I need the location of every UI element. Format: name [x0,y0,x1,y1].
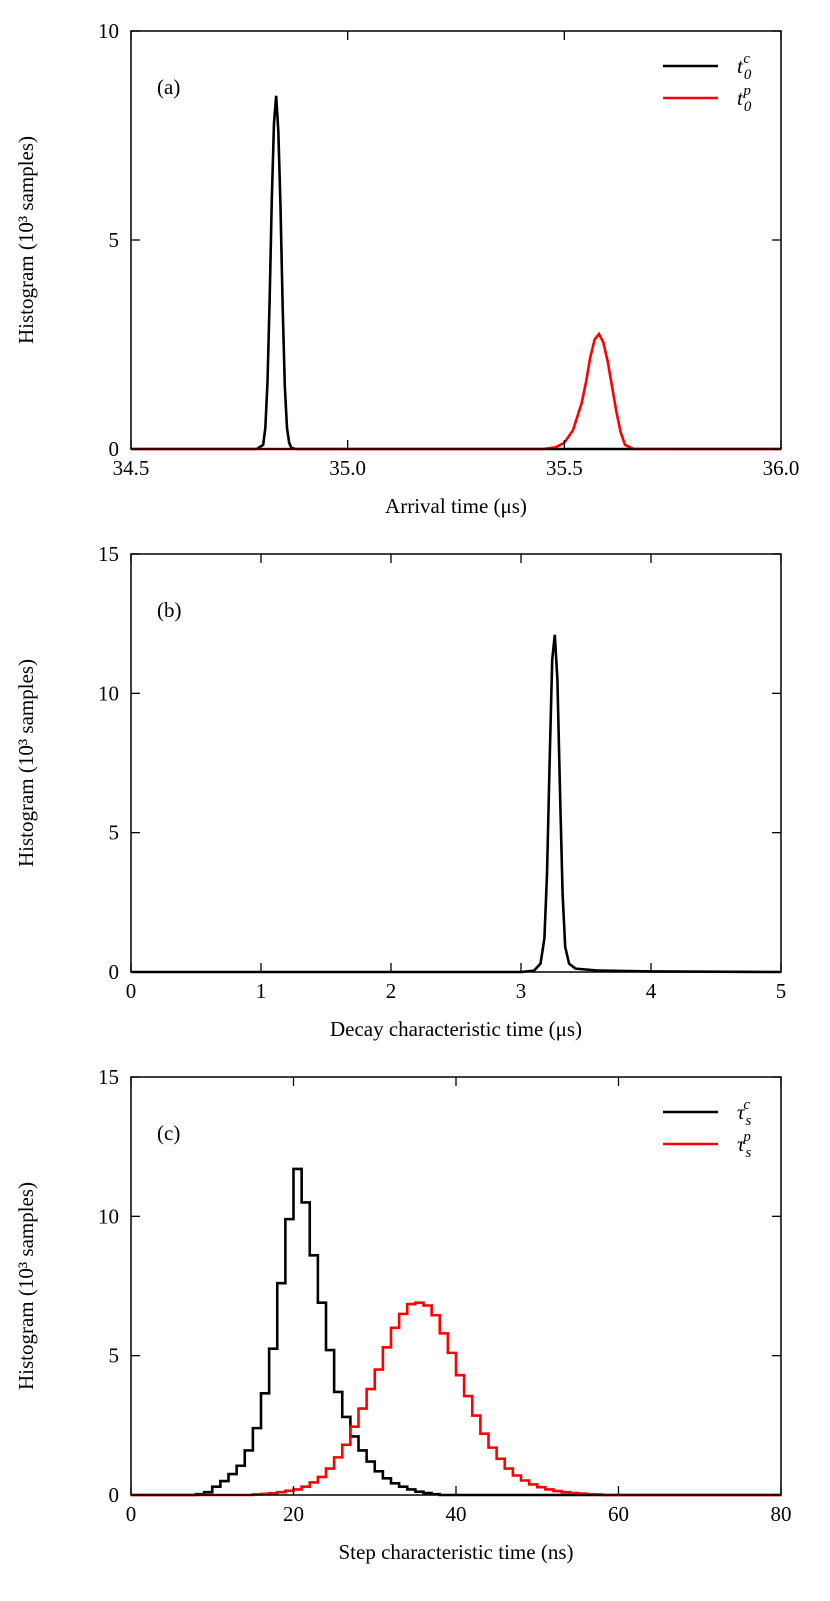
legend-label-taup: τsp [737,1129,752,1161]
x-tick-label: 80 [771,1502,792,1526]
y-tick-label: 5 [109,821,120,845]
panel-label: (a) [157,75,180,99]
y-tick-label: 10 [98,1204,119,1228]
x-tick-label: 4 [646,979,657,1003]
x-tick-label: 3 [516,979,527,1003]
x-axis-label: Arrival time (μs) [385,494,527,518]
x-tick-label: 0 [126,979,137,1003]
y-tick-label: 10 [98,19,119,43]
series-t0c [131,95,781,451]
x-tick-label: 5 [776,979,787,1003]
y-axis-label: Histogram (10³ samples) [14,659,38,867]
panel-b: 0 1 2 3 4 5 0 5 10 15 Decay characteristic time (μ… [14,542,786,1041]
panel-a: 34.5 35.0 35.5 36.0 0 5 10 Arrival time (μs) His… [14,19,799,518]
x-tick-label: 35.0 [329,456,366,480]
y-tick-label: 0 [109,437,120,461]
y-axis-label: Histogram (10³ samples) [14,1182,38,1390]
series-taup [131,1301,781,1497]
legend-label-t0p: t0p [737,83,752,115]
x-tick-label: 0 [126,1502,137,1526]
y-tick-label: 0 [109,1483,120,1507]
panel-label: (b) [157,598,182,622]
y-tick-label: 5 [109,228,120,252]
x-tick-label: 40 [446,1502,467,1526]
y-tick-label: 10 [98,681,119,705]
y-tick-label: 15 [98,542,119,566]
x-axis-label: Step characteristic time (ns) [339,1540,574,1564]
series-decay [131,634,782,974]
plot-frame [130,1076,782,1496]
legend-label-t0c: t0c [737,51,752,83]
panel-label: (c) [157,1121,180,1145]
x-axis-label: Decay characteristic time (μs) [330,1017,582,1041]
y-tick-label: 15 [98,1065,119,1089]
series-t0p [131,331,781,451]
plot-frame [130,30,782,450]
x-tick-label: 1 [256,979,267,1003]
legend-label-tauc: τsc [737,1097,752,1129]
x-tick-label: 60 [608,1502,629,1526]
y-tick-label: 5 [109,1344,120,1368]
panel-c: 0 20 40 60 80 0 5 10 15 Step characteristic time … [14,1065,792,1564]
x-tick-label: 2 [386,979,397,1003]
x-tick-label: 36.0 [763,456,800,480]
x-tick-label: 35.5 [546,456,583,480]
y-axis-label: Histogram (10³ samples) [14,136,38,344]
series-tauc [131,1167,781,1497]
x-tick-label: 34.5 [113,456,150,480]
plot-frame [130,553,782,973]
y-tick-label: 0 [109,960,120,984]
x-tick-label: 20 [283,1502,304,1526]
